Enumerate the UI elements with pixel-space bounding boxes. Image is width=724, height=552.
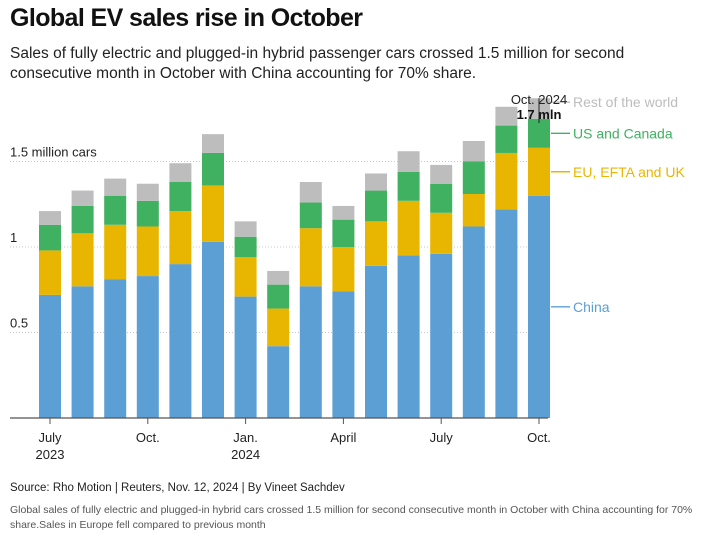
legend-label-3: Rest of the world xyxy=(573,94,678,110)
legend-label-1: EU, EFTA and UK xyxy=(573,164,685,180)
bar-us-and-canada-11 xyxy=(397,171,420,201)
bar-rest-of-the-world-12 xyxy=(430,164,453,184)
bar-us-and-canada-13 xyxy=(462,161,485,194)
bar-eu-efta-and-uk-4 xyxy=(169,211,192,265)
bar-china-13 xyxy=(462,226,485,418)
x-tick-label-1: Oct. xyxy=(136,430,160,445)
bar-rest-of-the-world-11 xyxy=(397,151,420,172)
bar-china-6 xyxy=(234,296,257,418)
bar-us-and-canada-10 xyxy=(365,190,387,222)
bar-rest-of-the-world-0 xyxy=(39,211,61,225)
x-tick-year-label-2: 2024 xyxy=(231,447,260,462)
bar-rest-of-the-world-14 xyxy=(495,106,518,126)
bar-us-and-canada-2 xyxy=(104,195,127,225)
x-tick-label-0: July xyxy=(38,430,62,445)
bar-rest-of-the-world-9 xyxy=(332,205,355,220)
bar-eu-efta-and-uk-1 xyxy=(71,233,94,287)
bar-eu-efta-and-uk-13 xyxy=(462,193,485,227)
bar-eu-efta-and-uk-11 xyxy=(397,200,420,256)
bar-rest-of-the-world-7 xyxy=(267,270,290,285)
bar-us-and-canada-7 xyxy=(267,284,290,309)
bar-us-and-canada-9 xyxy=(332,219,355,247)
bar-rest-of-the-world-6 xyxy=(234,221,257,237)
bar-us-and-canada-3 xyxy=(136,200,159,227)
bar-rest-of-the-world-13 xyxy=(462,140,485,162)
bar-china-7 xyxy=(267,346,290,418)
x-tick-label-2: Jan. xyxy=(233,430,258,445)
bar-eu-efta-and-uk-3 xyxy=(136,226,159,277)
bar-us-and-canada-15 xyxy=(528,118,550,148)
bar-china-11 xyxy=(397,255,420,418)
bar-eu-efta-and-uk-10 xyxy=(365,221,387,266)
y-tick-label-0: 0.5 xyxy=(10,316,28,331)
bar-eu-efta-and-uk-7 xyxy=(267,308,290,347)
source-line: Source: Rho Motion | Reuters, Nov. 12, 2… xyxy=(10,482,345,494)
bar-us-and-canada-4 xyxy=(169,182,192,212)
y-tick-label-2: 1.5 million cars xyxy=(10,145,97,160)
bar-rest-of-the-world-3 xyxy=(136,183,159,201)
bar-us-and-canada-5 xyxy=(202,152,224,186)
bar-eu-efta-and-uk-0 xyxy=(39,250,61,295)
legend-label-0: China xyxy=(573,299,610,315)
bar-eu-efta-and-uk-14 xyxy=(495,152,518,210)
bar-rest-of-the-world-4 xyxy=(169,163,192,183)
bar-china-15 xyxy=(528,195,550,418)
y-tick-label-1: 1 xyxy=(10,230,17,245)
bar-china-10 xyxy=(365,265,387,418)
bar-eu-efta-and-uk-8 xyxy=(299,228,322,287)
bar-rest-of-the-world-10 xyxy=(365,173,387,191)
bar-rest-of-the-world-5 xyxy=(202,134,224,153)
x-tick-label-4: July xyxy=(430,430,454,445)
bar-us-and-canada-0 xyxy=(39,224,61,251)
bar-us-and-canada-14 xyxy=(495,125,518,153)
bar-rest-of-the-world-2 xyxy=(104,178,127,196)
bar-rest-of-the-world-1 xyxy=(71,190,94,206)
bar-china-8 xyxy=(299,286,322,418)
bar-china-4 xyxy=(169,264,192,418)
bar-china-2 xyxy=(104,279,127,418)
ev-sales-chart: 0.5 1 1.5 million cars July 2023 Oct. Jan. 2024… xyxy=(10,92,685,462)
bar-us-and-canada-1 xyxy=(71,205,94,234)
bar-eu-efta-and-uk-9 xyxy=(332,247,355,292)
bar-china-3 xyxy=(136,276,159,418)
bar-eu-efta-and-uk-12 xyxy=(430,212,453,254)
bar-us-and-canada-12 xyxy=(430,183,453,213)
x-tick-label-3: April xyxy=(330,430,356,445)
chart-caption: Global sales of fully electric and plugg… xyxy=(10,504,693,531)
bar-eu-efta-and-uk-6 xyxy=(234,257,257,297)
bar-china-5 xyxy=(202,241,224,418)
bar-china-14 xyxy=(495,209,518,418)
chart-subtitle: Sales of fully electric and plugged-in h… xyxy=(10,45,625,82)
bar-us-and-canada-6 xyxy=(234,236,257,258)
bar-eu-efta-and-uk-15 xyxy=(528,147,550,196)
x-tick-label-5: Oct. xyxy=(527,430,551,445)
chart-title: Global EV sales rise in October xyxy=(10,4,363,32)
bar-us-and-canada-8 xyxy=(299,202,322,229)
bar-china-1 xyxy=(71,286,94,418)
bar-china-0 xyxy=(39,294,61,418)
bar-china-12 xyxy=(430,253,453,418)
bar-eu-efta-and-uk-5 xyxy=(202,185,224,242)
bar-china-9 xyxy=(332,291,355,418)
x-tick-year-label-0: 2023 xyxy=(36,447,65,462)
bar-rest-of-the-world-8 xyxy=(299,182,322,203)
legend-label-2: US and Canada xyxy=(573,125,673,141)
bar-eu-efta-and-uk-2 xyxy=(104,224,127,280)
